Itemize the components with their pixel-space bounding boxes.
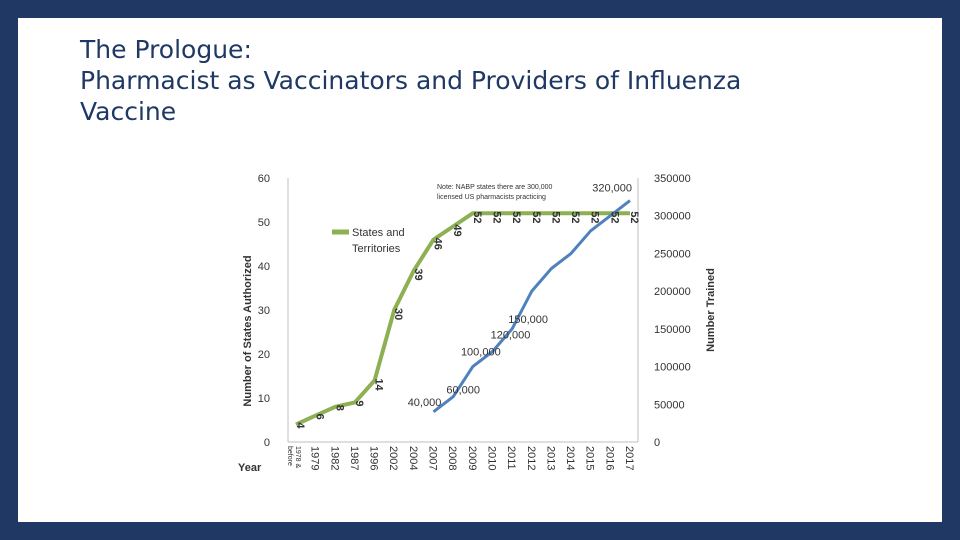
- states-data-label: 9: [353, 400, 365, 406]
- states-data-label: 46: [432, 238, 444, 250]
- states-data-label: 52: [549, 211, 561, 223]
- y-right-tick-label: 200000: [654, 286, 691, 298]
- legend-label-line-1: States and: [352, 227, 405, 239]
- states-data-label: 49: [451, 224, 463, 236]
- y-right-axis-label: Number Trained: [705, 268, 717, 352]
- y-left-tick-label: 20: [258, 349, 270, 361]
- y-right-tick-label: 50000: [654, 399, 685, 411]
- x-tick-label: 2004: [407, 446, 419, 470]
- states-data-label: 52: [510, 211, 522, 223]
- x-tick-label: 1982: [328, 446, 340, 470]
- states-data-label: 52: [471, 211, 483, 223]
- states-data-label: 8: [333, 405, 345, 411]
- y-right-tick-label: 300000: [654, 211, 691, 223]
- states-data-label: 52: [628, 211, 640, 223]
- states-data-label: 52: [608, 211, 620, 223]
- slide-title-line-3: Vaccine: [80, 97, 177, 126]
- y-right-tick-label: 100000: [654, 362, 691, 374]
- x-tick-label: 2017: [623, 446, 635, 470]
- x-tick-label: 2009: [466, 446, 478, 470]
- slide-title-line-1: The Prologue:: [80, 35, 252, 64]
- y-left-tick-label: 60: [258, 173, 270, 185]
- series-line-trained: [432, 199, 631, 413]
- states-data-label: 4: [294, 422, 306, 429]
- x-axis-label: Year: [238, 462, 262, 474]
- y-left-tick-label: 30: [258, 305, 270, 317]
- y-left-axis-label: Number of States Authorized: [242, 255, 254, 406]
- x-tick-label: 2014: [564, 446, 576, 470]
- right-axis-ticks: 0 50000 100000 150000 200000 250000 300000 3500…: [654, 173, 691, 449]
- states-data-label: 52: [589, 211, 601, 223]
- y-left-tick-label: 50: [258, 217, 270, 229]
- trained-data-label: 60,000: [446, 385, 480, 397]
- states-data-label: 52: [569, 211, 581, 223]
- x-axis-ticks: 1978 &before 1979 1982 1987 1996 2002 2004 2007…: [286, 446, 635, 470]
- y-right-tick-label: 0: [654, 437, 660, 449]
- slide-title: The Prologue: Pharmacist as Vaccinators …: [80, 34, 741, 127]
- states-data-label: 52: [530, 211, 542, 223]
- trained-data-label: 120,000: [491, 329, 531, 341]
- legend-label-line-2: Territories: [352, 243, 401, 255]
- y-left-tick-label: 10: [258, 393, 270, 405]
- y-left-tick-label: 40: [258, 261, 270, 273]
- x-tick-label: 2016: [603, 446, 615, 470]
- states-data-label: 39: [412, 268, 424, 280]
- trained-data-label: 150,000: [508, 314, 548, 326]
- x-tick-label: 2007: [427, 446, 439, 470]
- y-left-tick-label: 0: [264, 437, 270, 449]
- y-right-tick-label: 350000: [654, 173, 691, 185]
- y-right-tick-label: 150000: [654, 324, 691, 336]
- states-data-label: 30: [392, 308, 404, 320]
- x-tick-label: 2013: [544, 446, 556, 470]
- states-data-label: 52: [490, 211, 502, 223]
- x-tick-label: 2011: [505, 446, 517, 470]
- chart-area: [238, 162, 725, 482]
- y-right-tick-label: 250000: [654, 248, 691, 260]
- x-tick-label: 2008: [446, 446, 458, 470]
- x-tick-label: 1996: [368, 446, 380, 470]
- x-tick-label: 1987: [348, 446, 360, 470]
- trained-data-label: 40,000: [408, 397, 442, 409]
- states-data-label: 14: [373, 378, 385, 391]
- x-tick-label: 2015: [584, 446, 596, 470]
- x-tick-label: 2002: [387, 446, 399, 470]
- x-tick-label: 1978 &before: [286, 446, 301, 469]
- left-axis-ticks: 0 10 20 30 40 50 60: [258, 173, 270, 449]
- chart-legend: States and Territories: [332, 227, 405, 255]
- x-tick-label: 2012: [525, 446, 537, 470]
- trained-data-label: 320,000: [592, 183, 632, 195]
- slide-title-line-2: Pharmacist as Vaccinators and Providers …: [80, 66, 742, 95]
- x-tick-label: 2010: [485, 446, 497, 470]
- trained-data-label: 100,000: [461, 347, 501, 359]
- states-data-label: 6: [314, 414, 326, 420]
- x-tick-label: 1979: [309, 446, 321, 470]
- chart-note: Note: NABP states there are 300,000 licen…: [437, 184, 553, 201]
- series-line-states: [295, 211, 630, 427]
